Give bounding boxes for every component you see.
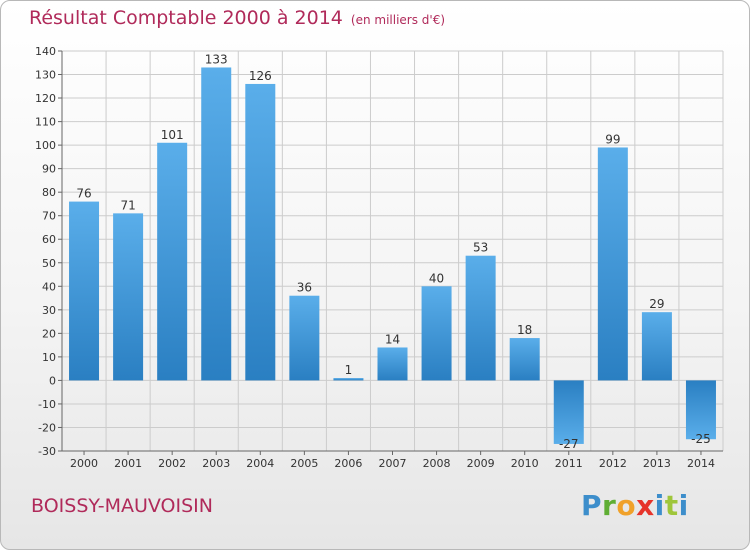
y-tick-label: 90 [42, 163, 56, 176]
y-tick-label: 50 [42, 257, 56, 270]
bar-value-label: -27 [559, 437, 579, 451]
x-tick-label: 2001 [114, 457, 142, 470]
bar-2001 [113, 213, 144, 381]
x-tick-label: 2006 [334, 457, 362, 470]
x-tick-label: 2005 [290, 457, 318, 470]
bar-2009 [465, 255, 496, 381]
bar-value-label: 126 [249, 69, 272, 83]
bar-value-label: 1 [345, 363, 353, 377]
y-tick-label: 110 [35, 116, 56, 129]
proxiti-logo[interactable]: Proxiti [581, 489, 689, 522]
y-tick-label: 10 [42, 351, 56, 364]
chart-subtitle: (en milliers d'€) [350, 13, 446, 27]
bar-2000 [69, 201, 100, 381]
axis-layer: -30 -20 -10 0 10 20 30 40 50 60 70 80 90 100 110 120 130… [35, 45, 723, 470]
bar-2004 [245, 83, 276, 381]
y-tick-label: 30 [42, 304, 56, 317]
bar-2006 [333, 378, 364, 381]
y-tick-label: -10 [38, 398, 56, 411]
y-tick-label: 20 [42, 327, 56, 340]
x-tick-label: 2008 [423, 457, 451, 470]
bar-value-label: 101 [161, 128, 184, 142]
y-tick-label: 40 [42, 280, 56, 293]
y-tick-label: 0 [49, 374, 56, 387]
bar-value-label: 36 [297, 281, 312, 295]
label-layer: 76 71 101 133 126 36 1 14 40 53 18 -27 99 29 -25 [76, 52, 710, 450]
bar-2007 [377, 347, 408, 381]
bar-value-label: 40 [429, 271, 444, 285]
x-tick-label: 2011 [555, 457, 583, 470]
bar-value-label: 29 [649, 297, 664, 311]
x-tick-label: 2003 [202, 457, 230, 470]
x-tick-label: 2012 [599, 457, 627, 470]
x-tick-label: 2013 [643, 457, 671, 470]
bar-2003 [201, 67, 232, 381]
bar-value-label: 133 [205, 52, 228, 66]
x-tick-label: 2009 [467, 457, 495, 470]
bar-2012 [597, 147, 628, 381]
bar-value-label: 53 [473, 241, 488, 255]
y-tick-label: -30 [38, 445, 56, 458]
chart-title-block: Résultat Comptable 2000 à 2014 (en millie… [29, 7, 445, 29]
x-tick-label: 2002 [158, 457, 186, 470]
y-tick-label: 130 [35, 69, 56, 82]
x-tick-label: 2007 [379, 457, 407, 470]
y-tick-label: -20 [38, 421, 56, 434]
bar-2011 [553, 380, 584, 444]
x-tick-label: 2000 [70, 457, 98, 470]
chart-title: Résultat Comptable 2000 à 2014 [29, 7, 343, 29]
bar-value-label: -25 [691, 432, 711, 446]
y-tick-label: 120 [35, 92, 56, 105]
bar-value-label: 76 [76, 187, 91, 201]
bar-2010 [509, 338, 540, 381]
bar-value-label: 14 [385, 332, 400, 346]
bar-value-label: 99 [605, 132, 620, 146]
bar-layer [69, 67, 716, 444]
bar-value-label: 18 [517, 323, 532, 337]
commune-name: BOISSY-MAUVOISIN [31, 495, 213, 517]
x-tick-label: 2010 [511, 457, 539, 470]
bar-2013 [641, 312, 672, 381]
y-tick-label: 100 [35, 139, 56, 152]
bar-value-label: 71 [120, 198, 135, 212]
y-tick-label: 80 [42, 186, 56, 199]
x-tick-label: 2004 [246, 457, 274, 470]
y-tick-label: 60 [42, 233, 56, 246]
bar-2008 [421, 286, 452, 381]
x-tick-label: 2014 [687, 457, 715, 470]
y-tick-label: 140 [35, 45, 56, 58]
bar-2002 [157, 142, 188, 381]
y-tick-label: 70 [42, 210, 56, 223]
bar-2014 [685, 380, 716, 440]
bar-2005 [289, 295, 320, 381]
